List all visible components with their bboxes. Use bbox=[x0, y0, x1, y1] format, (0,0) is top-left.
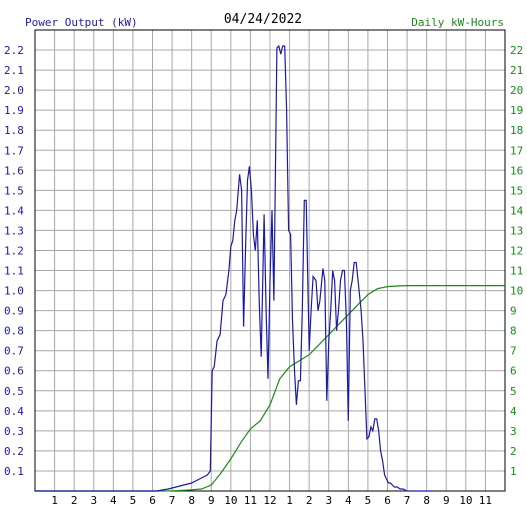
x-tick-label: 5 bbox=[365, 494, 372, 507]
y-left-tick-label: 0.6 bbox=[4, 365, 24, 378]
y-right-tick-label: 11 bbox=[510, 265, 523, 278]
x-tick-label: 4 bbox=[110, 494, 117, 507]
y-left-tick-label: 1.2 bbox=[4, 244, 24, 257]
y-right-tick-label: 10 bbox=[510, 285, 523, 298]
x-tick-label: 2 bbox=[71, 494, 78, 507]
y-right-tick-label: 5 bbox=[510, 385, 517, 398]
y-left-tick-label: 0.9 bbox=[4, 305, 24, 318]
x-tick-label: 7 bbox=[169, 494, 176, 507]
y-left-tick-label: 0.2 bbox=[4, 445, 24, 458]
x-tick-label: 10 bbox=[459, 494, 472, 507]
y-left-tick-label: 1.5 bbox=[4, 184, 24, 197]
y-right-tick-label: 6 bbox=[510, 365, 517, 378]
series-layer bbox=[35, 44, 505, 492]
series-line-power-output bbox=[35, 44, 433, 492]
plot-frame bbox=[34, 29, 506, 492]
series-line-daily-kwh bbox=[35, 285, 505, 492]
x-tick-label: 2 bbox=[306, 494, 313, 507]
x-tick-label: 3 bbox=[325, 494, 332, 507]
y-left-tick-label: 0.4 bbox=[4, 405, 24, 418]
x-tick-label: 7 bbox=[404, 494, 411, 507]
y-left-axis-label: Power Output (kW) bbox=[25, 16, 138, 29]
y-left-tick-label: 1.3 bbox=[4, 224, 24, 237]
y-left-tick-label: 1.9 bbox=[4, 104, 24, 117]
x-tick-label: 1 bbox=[286, 494, 293, 507]
y-right-tick-label: 13 bbox=[510, 224, 523, 237]
y-right-tick-label: 4 bbox=[510, 405, 517, 418]
x-tick-label: 11 bbox=[479, 494, 492, 507]
y-right-tick-label: 16 bbox=[510, 164, 523, 177]
x-tick-label: 6 bbox=[384, 494, 391, 507]
x-tick-label: 4 bbox=[345, 494, 352, 507]
y-left-tick-label: 0.5 bbox=[4, 385, 24, 398]
y-right-tick-label: 12 bbox=[510, 244, 523, 257]
y-left-tick-label: 1.8 bbox=[4, 124, 24, 137]
y-right-tick-label: 18 bbox=[510, 124, 523, 137]
x-tick-label: 9 bbox=[208, 494, 215, 507]
y-left-tick-label: 2.1 bbox=[4, 64, 24, 77]
y-right-tick-label: 7 bbox=[510, 345, 517, 358]
y-right-tick-label: 1 bbox=[510, 465, 517, 478]
chart-title: 04/24/2022 bbox=[224, 12, 302, 27]
y-left-tick-label: 0.1 bbox=[4, 465, 24, 478]
y-right-tick-label: 14 bbox=[510, 204, 524, 217]
y-right-tick-label: 2 bbox=[510, 445, 517, 458]
y-left-tick-label: 1.4 bbox=[4, 204, 24, 217]
y-right-tick-label: 15 bbox=[510, 184, 523, 197]
y-left-tick-label: 0.7 bbox=[4, 345, 24, 358]
y-right-tick-label: 22 bbox=[510, 44, 523, 57]
y-left-tick-label: 2.2 bbox=[4, 44, 24, 57]
y-right-tick-label: 20 bbox=[510, 84, 523, 97]
y-right-tick-label: 19 bbox=[510, 104, 523, 117]
x-tick-label: 6 bbox=[149, 494, 156, 507]
y-right-tick-label: 17 bbox=[510, 144, 523, 157]
y-left-tick-label: 0.8 bbox=[4, 325, 24, 338]
y-left-tick-label: 1.6 bbox=[4, 164, 24, 177]
y-right-tick-label: 9 bbox=[510, 305, 517, 318]
x-tick-label: 12 bbox=[263, 494, 276, 507]
x-tick-label: 1 bbox=[51, 494, 58, 507]
x-tick-label: 10 bbox=[224, 494, 237, 507]
y-right-axis-label: Daily kW-Hours bbox=[411, 16, 504, 29]
x-tick-label: 8 bbox=[188, 494, 195, 507]
y-right-tick-label: 3 bbox=[510, 425, 517, 438]
y-left-tick-label: 1.1 bbox=[4, 265, 24, 278]
y-left-tick-label: 2.0 bbox=[4, 84, 24, 97]
y-right-tick-label: 21 bbox=[510, 64, 523, 77]
x-tick-label: 9 bbox=[443, 494, 450, 507]
x-tick-label: 3 bbox=[90, 494, 97, 507]
y-right-tick-label: 8 bbox=[510, 325, 517, 338]
x-tick-label: 8 bbox=[423, 494, 430, 507]
x-tick-label: 5 bbox=[130, 494, 137, 507]
y-left-tick-label: 1.7 bbox=[4, 144, 24, 157]
y-left-tick-label: 0.3 bbox=[4, 425, 24, 438]
x-tick-label: 11 bbox=[244, 494, 257, 507]
tick-labels: 1 2 3 4 5 6 7 8 9 10 11 12 1 2 3 4 5 6 7 8 9 10 110.10.20.30.4… bbox=[4, 44, 524, 507]
grid bbox=[35, 30, 505, 491]
y-left-tick-label: 1.0 bbox=[4, 285, 24, 298]
